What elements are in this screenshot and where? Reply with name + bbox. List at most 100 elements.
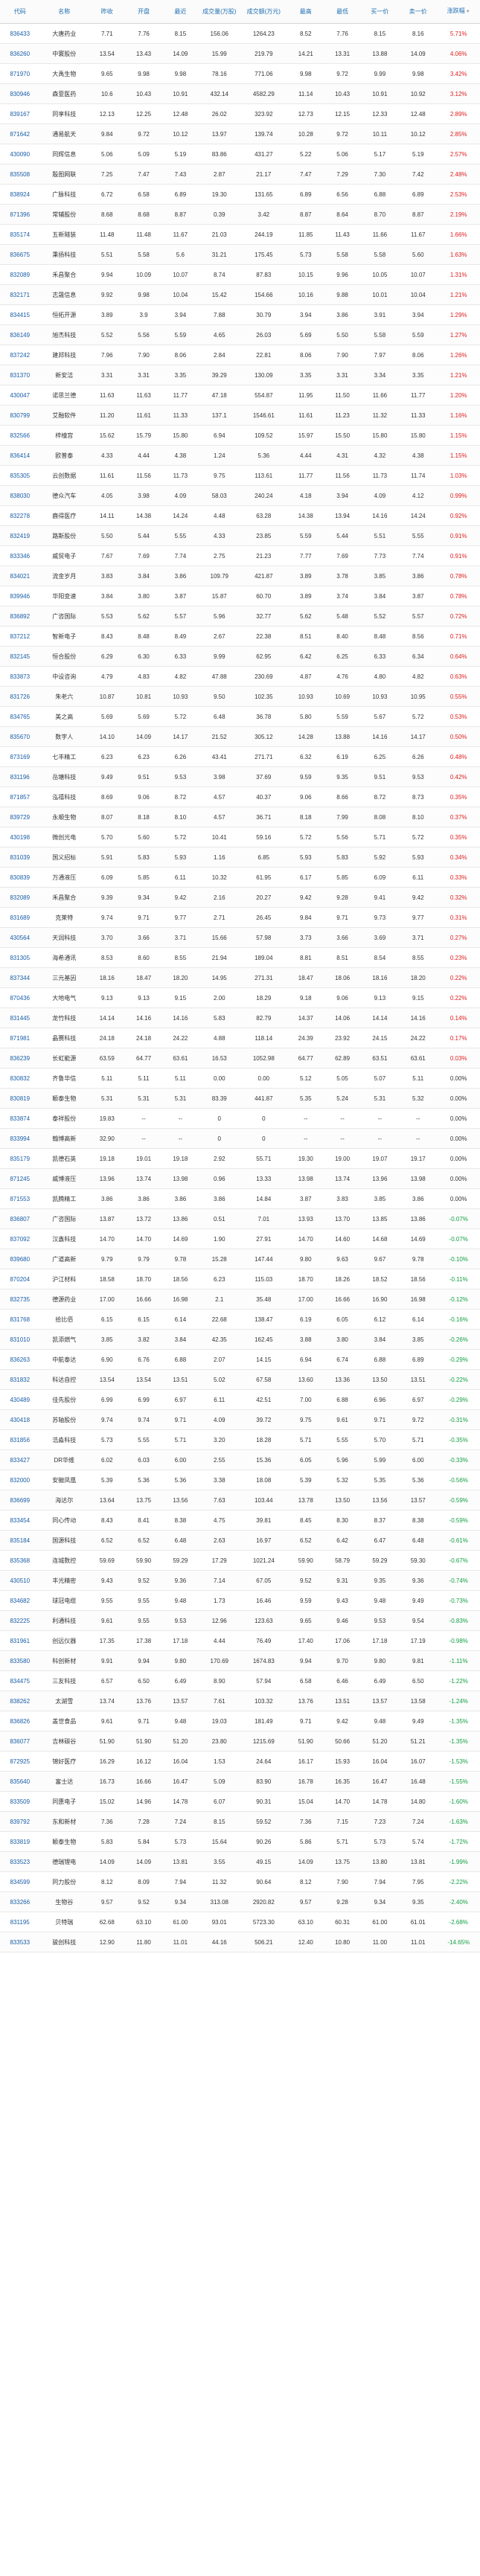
name-cell[interactable]: 中设咨询: [39, 666, 89, 687]
name-cell[interactable]: 浩淼科技: [39, 1429, 89, 1450]
table-row[interactable]: 833873 中设咨询 4.79 4.83 4.82 47.88 230.69 4.87 4.7…: [0, 666, 480, 687]
name-cell[interactable]: 广脉科技: [39, 184, 89, 205]
code-cell[interactable]: 831195: [0, 1912, 40, 1932]
table-row[interactable]: 833523 德瑞锂电 14.09 14.09 13.81 3.55 49.15 14.09 1…: [0, 1851, 480, 1872]
name-cell[interactable]: 永顺生物: [39, 807, 89, 827]
code-cell[interactable]: 831856: [0, 1429, 40, 1450]
table-row[interactable]: 832735 德源药业 17.00 16.66 16.98 2.1 35.48 17.00 16…: [0, 1289, 480, 1310]
code-cell[interactable]: 834415: [0, 304, 40, 325]
table-row[interactable]: 831832 科达自控 13.54 13.54 13.51 5.02 67.58 13.60 1…: [0, 1369, 480, 1390]
code-cell[interactable]: 832566: [0, 425, 40, 446]
code-cell[interactable]: 831039: [0, 847, 40, 868]
name-cell[interactable]: 禾昌聚合: [39, 887, 89, 908]
name-cell[interactable]: 数字人: [39, 726, 89, 747]
name-cell[interactable]: 建邦科技: [39, 345, 89, 365]
code-cell[interactable]: 430564: [0, 927, 40, 948]
code-cell[interactable]: 834021: [0, 565, 40, 586]
table-row[interactable]: 834682 球冠电缆 9.55 9.55 9.48 1.73 16.46 9.59 9.43 9…: [0, 1590, 480, 1611]
name-cell[interactable]: 禾昌聚合: [39, 264, 89, 285]
code-cell[interactable]: 831689: [0, 907, 40, 928]
code-cell[interactable]: 833454: [0, 1510, 40, 1531]
code-cell[interactable]: 832735: [0, 1289, 40, 1310]
code-cell[interactable]: 834475: [0, 1670, 40, 1691]
name-cell[interactable]: 翰博高新: [39, 1128, 89, 1149]
name-cell[interactable]: 同辉信息: [39, 144, 89, 164]
col-open-header[interactable]: 开盘: [125, 0, 162, 24]
code-cell[interactable]: 838924: [0, 184, 40, 205]
table-row[interactable]: 430510 丰光精密 9.43 9.52 9.36 7.14 67.05 9.52 9.31 9…: [0, 1570, 480, 1591]
table-row[interactable]: 838030 德众汽车 4.05 3.98 4.09 58.03 240.24 4.18 3.9…: [0, 485, 480, 506]
code-cell[interactable]: 871396: [0, 204, 40, 225]
name-cell[interactable]: 大唐药业: [39, 23, 89, 44]
name-cell[interactable]: 三元基因: [39, 967, 89, 988]
name-cell[interactable]: 常辅股份: [39, 204, 89, 225]
name-cell[interactable]: 龙竹科技: [39, 1007, 89, 1028]
col-amount-header[interactable]: 成交额(万元): [240, 0, 288, 24]
table-row[interactable]: 835174 五新隧装 11.48 11.48 11.67 21.03 244.19 11.8…: [0, 224, 480, 245]
table-row[interactable]: 830799 艾融软件 11.20 11.61 11.33 137.1 1546.61 11.…: [0, 405, 480, 426]
table-row[interactable]: 835305 云创数据 11.61 11.56 11.73 9.75 113.61 11.77…: [0, 465, 480, 486]
name-cell[interactable]: 安徽凤凰: [39, 1470, 89, 1490]
code-cell[interactable]: 833580: [0, 1650, 40, 1671]
name-cell[interactable]: 岳塘科技: [39, 766, 89, 787]
code-cell[interactable]: 833874: [0, 1108, 40, 1129]
code-cell[interactable]: 836414: [0, 445, 40, 466]
name-cell[interactable]: 广咨国际: [39, 1208, 89, 1229]
table-row[interactable]: 831856 浩淼科技 5.73 5.55 5.71 3.20 18.28 5.71 5.55 5…: [0, 1429, 480, 1450]
name-cell[interactable]: 威贸电子: [39, 545, 89, 566]
code-cell[interactable]: 836239: [0, 1048, 40, 1068]
code-cell[interactable]: 830799: [0, 405, 40, 426]
code-cell[interactable]: 870204: [0, 1269, 40, 1289]
table-row[interactable]: 871981 晶赛科技 24.18 24.18 24.22 4.88 118.14 24.39…: [0, 1028, 480, 1048]
name-cell[interactable]: 德瑞锂电: [39, 1851, 89, 1872]
code-cell[interactable]: 830832: [0, 1068, 40, 1089]
name-cell[interactable]: 科创新材: [39, 1650, 89, 1671]
table-row[interactable]: 832171 志晟信息 9.92 9.98 10.04 15.42 154.66 10.16 9…: [0, 284, 480, 305]
table-row[interactable]: 832225 利通科技 9.61 9.55 9.53 12.96 123.63 9.65 9.4…: [0, 1610, 480, 1631]
code-cell[interactable]: 833873: [0, 666, 40, 687]
table-row[interactable]: 831726 朱老六 10.87 10.81 10.93 9.50 102.35 10.93 1…: [0, 686, 480, 707]
table-row[interactable]: 830819 颖泰生物 5.31 5.31 5.31 83.39 441.87 5.35 5.2…: [0, 1088, 480, 1109]
code-cell[interactable]: 832278: [0, 505, 40, 526]
table-row[interactable]: 871245 威博液压 13.96 13.74 13.98 0.96 13.33 13.98 1…: [0, 1168, 480, 1189]
name-cell[interactable]: 拾比佰: [39, 1309, 89, 1330]
code-cell[interactable]: 430198: [0, 827, 40, 848]
name-cell[interactable]: 德众汽车: [39, 485, 89, 506]
table-row[interactable]: 836149 旭杰科技 5.52 5.56 5.59 4.65 26.03 5.69 5.50 5…: [0, 324, 480, 345]
name-cell[interactable]: DR华维: [39, 1449, 89, 1470]
name-cell[interactable]: 凯添燃气: [39, 1329, 89, 1350]
name-cell[interactable]: 威博液压: [39, 1168, 89, 1189]
name-cell[interactable]: 创远仪器: [39, 1630, 89, 1651]
table-row[interactable]: 834475 三友科技 6.57 6.50 6.49 8.90 57.94 6.58 6.46 6…: [0, 1670, 480, 1691]
name-cell[interactable]: 旭杰科技: [39, 324, 89, 345]
code-cell[interactable]: 830819: [0, 1088, 40, 1109]
table-row[interactable]: 833427 DR华维 6.02 6.03 6.00 2.55 15.36 6.05 5.96 5…: [0, 1449, 480, 1470]
code-cell[interactable]: 831010: [0, 1329, 40, 1350]
code-cell[interactable]: 833994: [0, 1128, 40, 1149]
table-row[interactable]: 832145 恒合股份 6.29 6.30 6.33 9.99 62.95 6.42 6.25 6…: [0, 646, 480, 667]
code-cell[interactable]: 430047: [0, 385, 40, 406]
code-cell[interactable]: 839680: [0, 1249, 40, 1269]
table-row[interactable]: 836414 欧普泰 4.33 4.44 4.38 1.24 5.36 4.44 4.31 4.3…: [0, 445, 480, 466]
code-cell[interactable]: 835368: [0, 1550, 40, 1571]
code-cell[interactable]: 831445: [0, 1007, 40, 1028]
code-cell[interactable]: 830839: [0, 867, 40, 888]
code-cell[interactable]: 834682: [0, 1590, 40, 1611]
name-cell[interactable]: 太湖雪: [39, 1691, 89, 1711]
table-row[interactable]: 834765 美之高 5.69 5.69 5.72 6.48 36.78 5.80 5.59 5.…: [0, 706, 480, 727]
name-cell[interactable]: 连城数控: [39, 1550, 89, 1571]
name-cell[interactable]: 诺思兰德: [39, 385, 89, 406]
name-cell[interactable]: 利通科技: [39, 1610, 89, 1631]
name-cell[interactable]: 广咨国际: [39, 606, 89, 627]
code-cell[interactable]: 833509: [0, 1791, 40, 1812]
name-cell[interactable]: 大禹生物: [39, 63, 89, 84]
name-cell[interactable]: 海达尔: [39, 1490, 89, 1510]
name-cell[interactable]: 中航泰达: [39, 1349, 89, 1370]
name-cell[interactable]: 国义招标: [39, 847, 89, 868]
table-row[interactable]: 832089 禾昌聚合 9.94 10.09 10.07 8.74 87.83 10.15 9.…: [0, 264, 480, 285]
code-cell[interactable]: 831726: [0, 686, 40, 707]
name-cell[interactable]: 同力股份: [39, 1871, 89, 1892]
code-cell[interactable]: 831305: [0, 947, 40, 968]
code-cell[interactable]: 836260: [0, 43, 40, 64]
code-cell[interactable]: 835184: [0, 1530, 40, 1551]
